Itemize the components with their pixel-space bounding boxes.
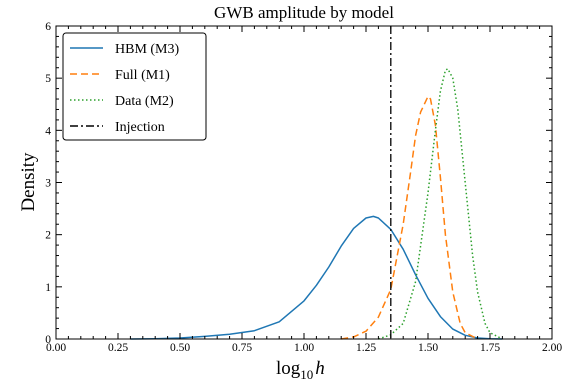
y-tick-label: 2 [45,230,51,242]
y-tick-label: 4 [45,125,51,137]
x-axis-label-log: log [276,358,301,379]
plot-lines [130,26,503,340]
legend-label-2: Full (M1) [115,68,170,83]
x-axis-label: log10 h [276,358,325,381]
legend-box [62,32,207,141]
series-line-2 [341,95,478,340]
legend: HBM (M3) Full (M1) Data (M2) Injection [62,32,207,141]
x-tick-label: 1.75 [480,342,500,354]
x-tick-label: 0.25 [108,342,128,354]
y-axis-label: Density [18,152,39,212]
x-tick-label: 0.75 [232,342,252,354]
y-tick-label: 1 [45,282,51,294]
series-line-1 [130,215,503,340]
legend-label-1: HBM (M3) [115,42,180,57]
y-tick-label: 6 [45,21,51,33]
y-tick-label: 0 [45,334,51,346]
chart-title: GWB amplitude by model [214,3,394,22]
x-tick-label: 2.00 [542,342,562,354]
y-tick-label: 3 [45,178,51,190]
y-tick-label: 5 [45,73,51,85]
x-tick-label: 0.50 [170,342,190,354]
x-tick-label: 1.00 [294,342,314,354]
legend-label-4: Injection [115,120,165,135]
x-tick-label: 1.50 [418,342,438,354]
x-axis-label-base: 10 [300,367,313,381]
axis-ticks: 0.00 0.25 0.50 0.75 1.00 1.25 1.50 1.75 2.00 0 1 2 3… [45,21,562,354]
x-tick-label: 1.25 [356,342,376,354]
series-line-3 [378,68,503,340]
legend-label-3: Data (M2) [115,94,174,109]
x-axis-label-var: h [315,358,325,379]
legend-items: HBM (M3) Full (M1) Data (M2) Injection [70,42,180,135]
x-tick-label: 0.00 [46,342,66,354]
